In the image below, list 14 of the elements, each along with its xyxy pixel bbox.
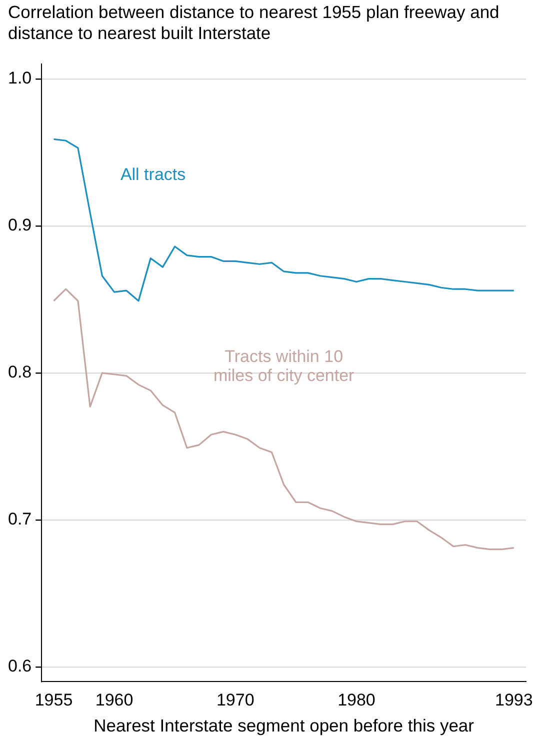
x-tick-label: 1993 — [494, 690, 533, 710]
y-tick-label: 0.8 — [8, 362, 32, 382]
text: All tracts — [120, 165, 186, 184]
x-tick-label: 1960 — [95, 690, 134, 710]
x-tick-label: 1955 — [34, 690, 73, 710]
chart-title: Correlation between distance to nearest 1955 plan freeway and distance to nearest built Interstate — [8, 2, 500, 44]
x-axis-title: Nearest Interstate segment open before this year — [94, 715, 474, 736]
y-tick-label: 0.6 — [8, 656, 32, 676]
y-tick-label: 0.9 — [8, 216, 32, 235]
y-tick-label: 1.0 — [8, 68, 32, 88]
text: Tracts within 10 miles of city center — [213, 346, 355, 385]
x-tick-label: 1970 — [216, 690, 254, 710]
x-tick-label: 1980 — [338, 690, 376, 710]
y-tick-label: 0.7 — [8, 510, 32, 529]
